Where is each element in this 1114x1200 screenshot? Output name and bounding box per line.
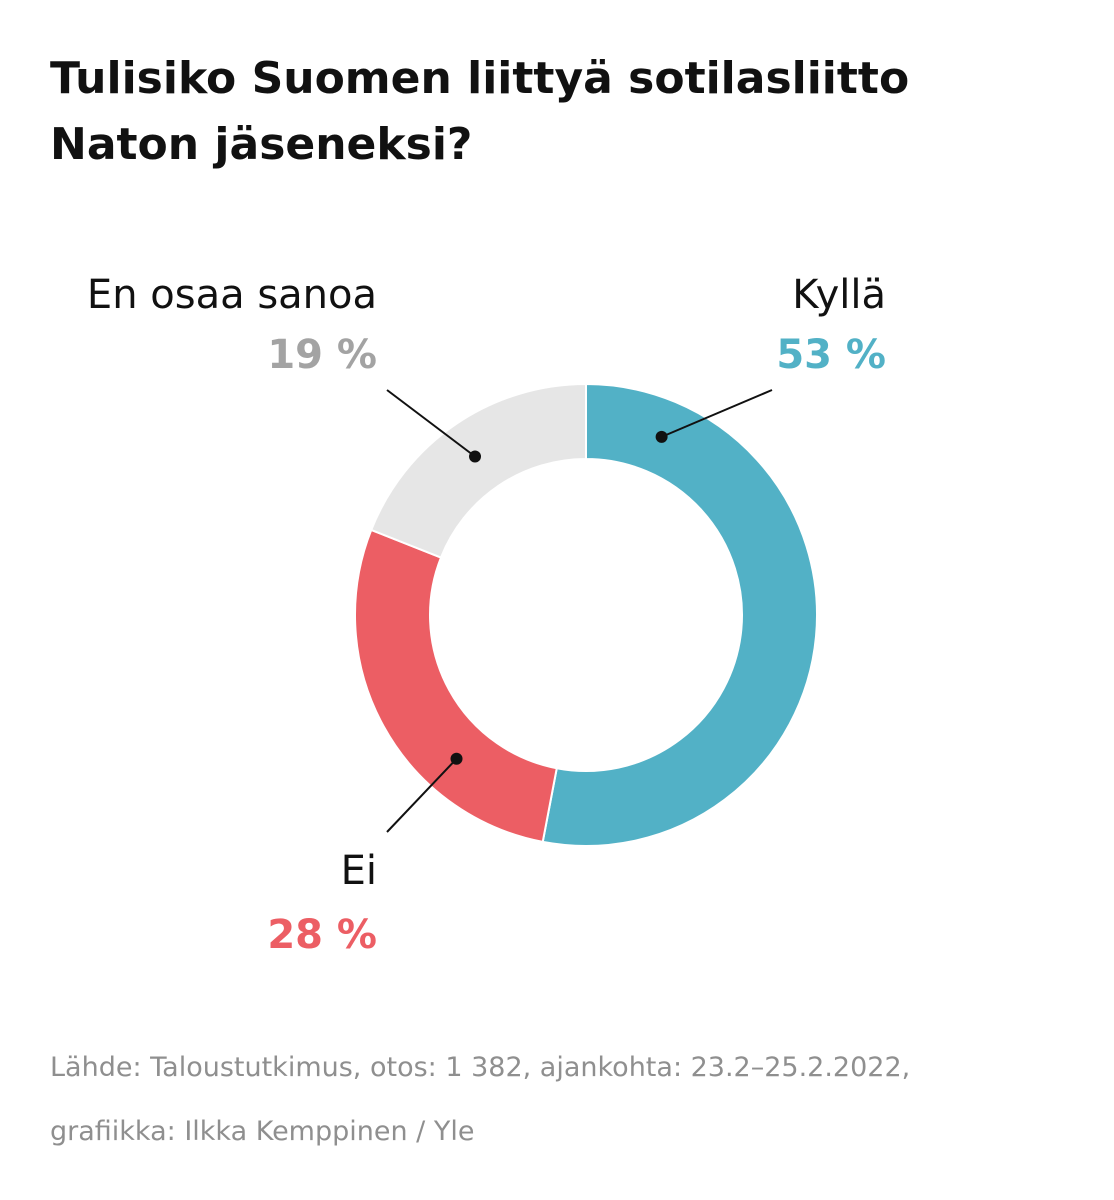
source-line-2: grafiikka: Ilkka Kemppinen / Yle [50, 1116, 475, 1147]
leader-line-ei [386, 758, 458, 833]
slice-kyllä [541, 382, 818, 847]
source-line-1: Lähde: Taloustutkimus, otos: 1 382, ajan… [50, 1052, 911, 1083]
slice-ei [354, 528, 558, 844]
slice-label-kyllä: Kyllä [792, 272, 886, 318]
leader-dot-ei [450, 752, 463, 765]
leader-line-kyllä [661, 389, 773, 438]
slice-label-en-osaa-sanoa: En osaa sanoa [87, 272, 377, 318]
source-note: Lähde: Taloustutkimus, otos: 1 382, ajan… [50, 1036, 1060, 1164]
slice-label-ei: Ei [341, 848, 377, 894]
chart-title: Tulisiko Suomen liittyä sotilasliitto Na… [50, 53, 910, 170]
slice-value-en-osaa-sanoa: 19 % [267, 332, 377, 378]
leader-dot-en-osaa-sanoa [469, 450, 482, 463]
leader-dot-kyllä [655, 430, 668, 443]
leader-line-en-osaa-sanoa [386, 389, 476, 458]
slice-value-kyllä: 53 % [776, 332, 886, 378]
slice-value-ei: 28 % [267, 912, 377, 958]
slice-en-osaa-sanoa [369, 382, 587, 559]
